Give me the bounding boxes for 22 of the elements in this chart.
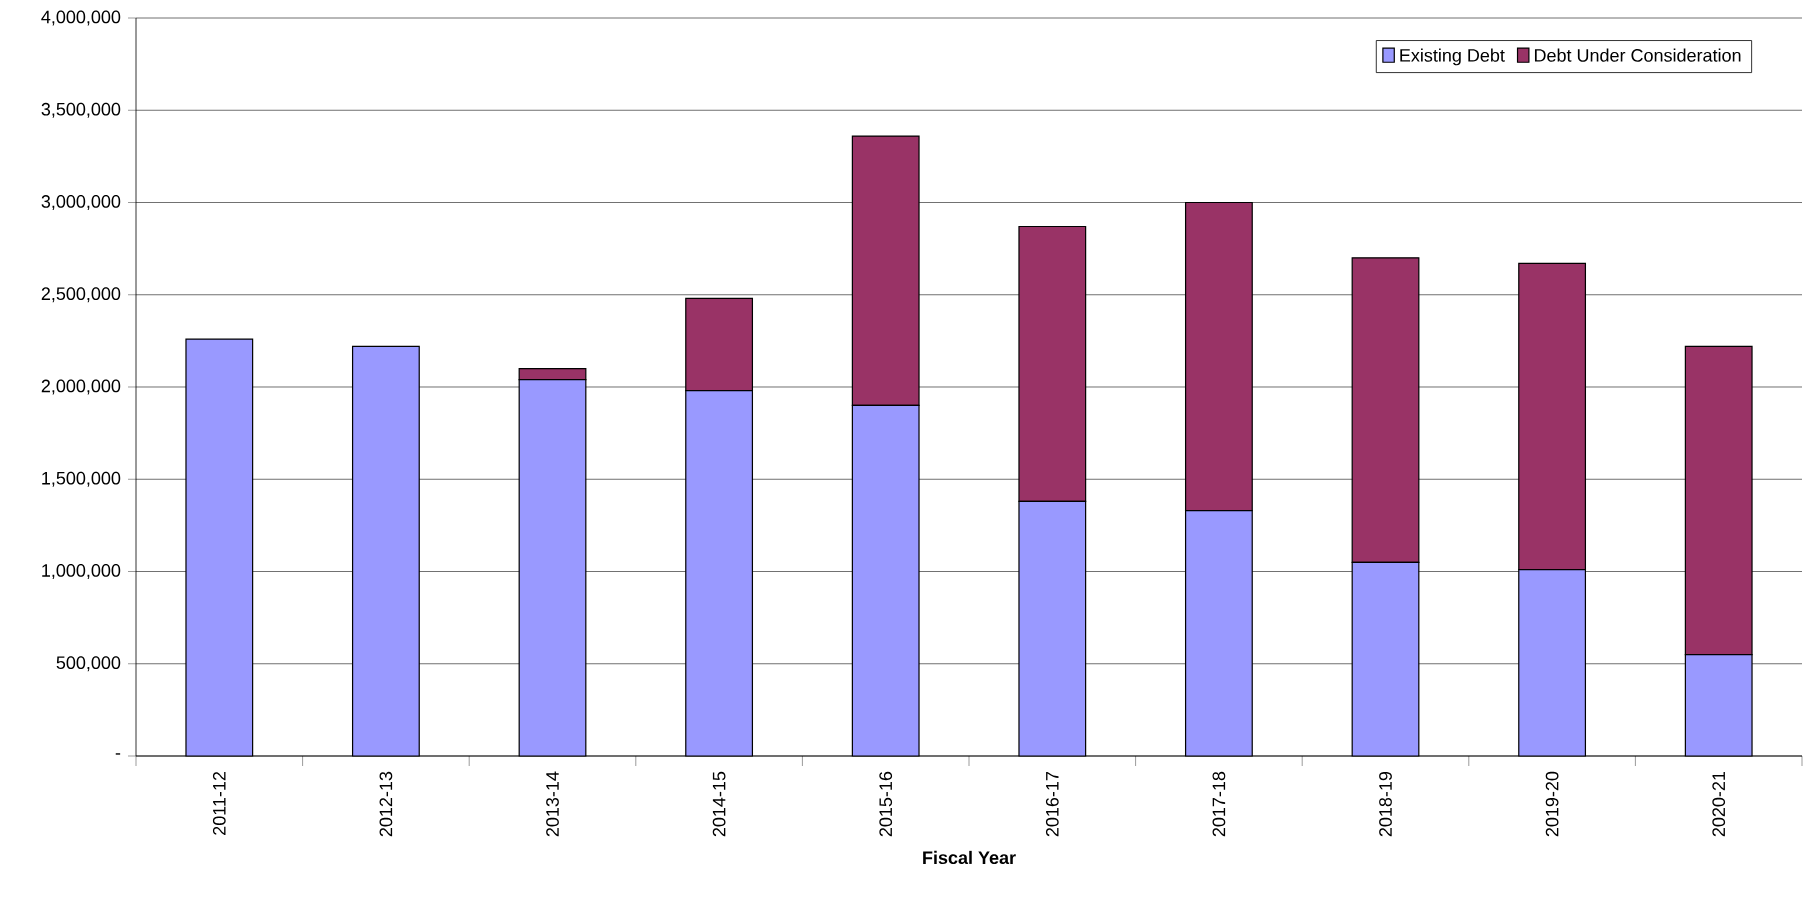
x-tick-label: 2019-20: [1545, 771, 1559, 837]
y-tick-label: -: [115, 753, 121, 755]
y-tick-label: 500,000: [56, 656, 121, 672]
y-tick-label: 4,000,000: [41, 10, 121, 26]
x-tick-label: 2012-13: [379, 771, 393, 837]
legend-label: Debt Under Consideration: [1534, 48, 1741, 62]
y-tick-label: 2,500,000: [41, 287, 121, 303]
x-tick-label: 2017-18: [1212, 771, 1226, 837]
x-tick-label: 2011-12: [212, 771, 226, 835]
legend-label: Existing Debt: [1400, 48, 1505, 66]
x-tick-label: 2020-21: [1712, 771, 1726, 837]
x-tick-label: 2014-15: [712, 771, 726, 837]
x-tick-label: 2018-19: [1379, 771, 1392, 837]
y-tick-label: 1,500,000: [42, 471, 121, 487]
y-tick-label: 2,000,000: [41, 379, 121, 395]
y-tick-label: 3,000,000: [41, 195, 121, 210]
x-tick-label: 2013-14: [546, 771, 559, 837]
x-axis-title: Fiscal Year: [923, 850, 1016, 865]
x-tick-label: 2015-16: [879, 771, 893, 837]
y-tick-label: 3,500,000: [41, 102, 121, 118]
x-tick-label: 2016-17: [1045, 771, 1059, 837]
y-tick-label: 1,000,000: [42, 564, 121, 579]
